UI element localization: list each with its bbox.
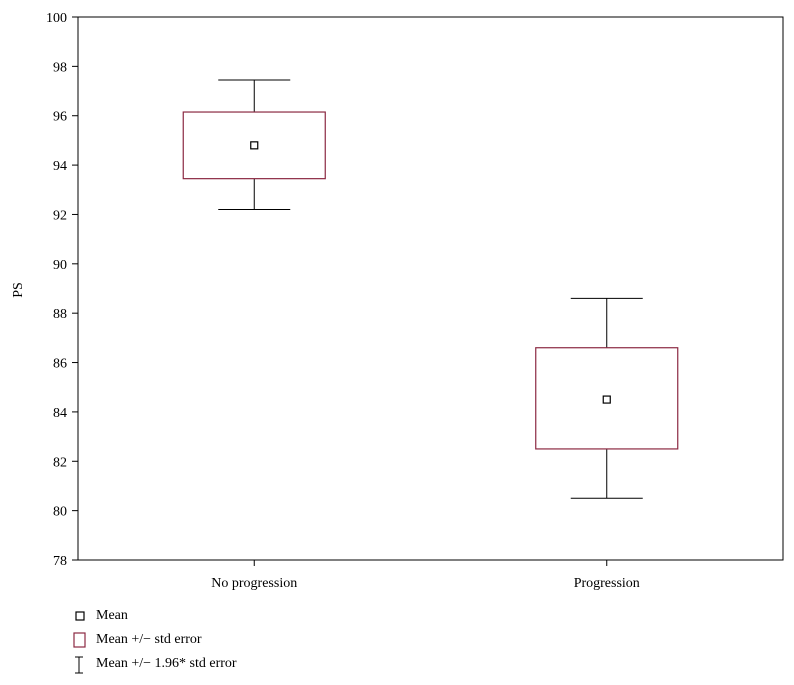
y-tick-label: 84 (53, 406, 67, 421)
y-tick-label: 90 (53, 258, 67, 273)
y-tick-label: 100 (46, 11, 67, 26)
y-tick-label: 80 (53, 505, 67, 520)
y-tick-label: 98 (53, 60, 67, 75)
plot-frame (77, 16, 784, 561)
y-tick-label: 92 (53, 208, 67, 223)
y-tick-label: 82 (53, 455, 67, 470)
y-tick-label: 94 (53, 159, 67, 174)
y-tick-label: 78 (53, 554, 67, 569)
whisker-icon (75, 656, 83, 674)
y-tick-label: 96 (53, 110, 67, 125)
mean-marker-icon (75, 611, 85, 621)
mean-marker (602, 395, 611, 404)
x-tick-label: No progression (211, 576, 297, 591)
y-tick-label: 86 (53, 357, 67, 372)
legend-label-mean: Mean (96, 608, 128, 623)
legend-label-ci: Mean +/− 1.96* std error (96, 656, 237, 671)
mean-marker (250, 141, 259, 150)
y-axis-label: PS (11, 282, 26, 298)
std-error-box (535, 347, 679, 450)
y-tick-label: 88 (53, 307, 67, 322)
x-tick-label: Progression (574, 576, 640, 591)
std-error-box-icon (73, 632, 86, 648)
legend-label-std-error: Mean +/− std error (96, 632, 202, 647)
